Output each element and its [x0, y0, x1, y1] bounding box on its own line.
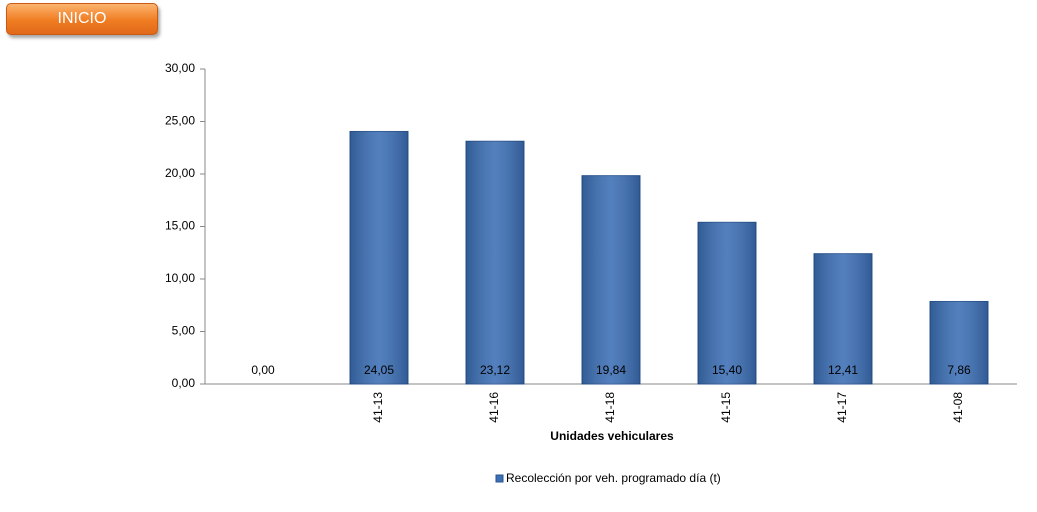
y-tick-label: 0,00: [172, 376, 196, 390]
value-label: 23,12: [480, 363, 510, 377]
legend-label: Recolección por veh. programado día (t): [506, 471, 721, 485]
y-tick-label: 15,00: [165, 219, 195, 233]
bar-shade: [814, 253, 872, 384]
legend-swatch: [495, 474, 504, 483]
value-label: 19,84: [596, 363, 626, 377]
value-label: 7,86: [947, 363, 971, 377]
bar-shade: [466, 141, 524, 384]
value-label: 15,40: [712, 363, 742, 377]
x-tick-label: 41-16: [487, 392, 501, 423]
y-tick-label: 25,00: [165, 114, 195, 128]
value-label: 24,05: [364, 363, 394, 377]
x-tick-label: 41-18: [603, 392, 617, 423]
bar-shade: [698, 222, 756, 384]
x-axis-title: Unidades vehiculares: [550, 429, 674, 443]
y-tick-label: 30,00: [165, 61, 195, 75]
value-label: 12,41: [828, 363, 858, 377]
value-label: 0,00: [251, 363, 275, 377]
bar-shade: [350, 131, 408, 384]
x-tick-label: 41-13: [371, 392, 385, 423]
y-tick-label: 5,00: [172, 324, 196, 338]
x-tick-label: 41-17: [835, 392, 849, 423]
y-tick-label: 10,00: [165, 271, 195, 285]
x-tick-label: 41-08: [951, 392, 965, 423]
x-tick-label: 41-15: [719, 392, 733, 423]
bar-shade: [930, 301, 988, 384]
inicio-button[interactable]: INICIO: [6, 3, 158, 35]
bar-shade: [582, 175, 640, 384]
y-tick-label: 20,00: [165, 166, 195, 180]
